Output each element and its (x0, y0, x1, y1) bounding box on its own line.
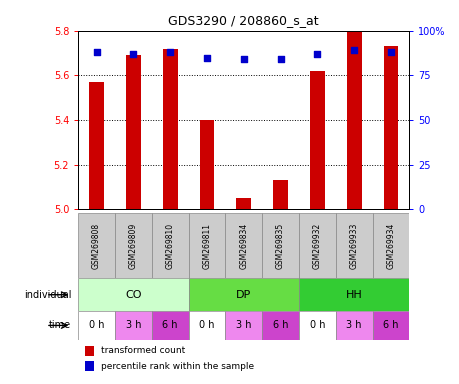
Bar (126, 55, 140, 209)
Bar (262, 311, 298, 340)
Point (240, 56, 247, 62)
Text: 6 h: 6 h (272, 320, 288, 331)
Bar (78, 278, 188, 311)
Point (129, 51, 137, 57)
Bar (298, 278, 409, 311)
Bar (335, 213, 372, 278)
Text: GSM269933: GSM269933 (349, 223, 358, 269)
Title: GDS3290 / 208860_s_at: GDS3290 / 208860_s_at (168, 14, 319, 27)
Bar (225, 311, 262, 340)
Text: 3 h: 3 h (125, 320, 141, 331)
Bar (84, 361, 94, 371)
Bar (262, 213, 298, 278)
Text: GSM269932: GSM269932 (312, 223, 321, 269)
Text: GSM269808: GSM269808 (92, 223, 101, 269)
Bar (151, 311, 188, 340)
Bar (151, 213, 188, 278)
Bar (162, 48, 177, 209)
Text: percentile rank within the sample: percentile rank within the sample (101, 362, 253, 371)
Bar (236, 198, 251, 209)
Bar (335, 311, 372, 340)
Bar (199, 120, 214, 209)
Bar (188, 278, 298, 311)
Text: 0 h: 0 h (89, 320, 104, 331)
Text: GSM269809: GSM269809 (129, 223, 138, 269)
Bar (188, 213, 225, 278)
Bar (273, 180, 287, 209)
Bar (346, 31, 361, 209)
Point (350, 47, 357, 53)
Bar (298, 311, 335, 340)
Point (203, 55, 210, 61)
Text: GSM269810: GSM269810 (165, 223, 174, 269)
Bar (78, 311, 115, 340)
Bar (372, 213, 409, 278)
Bar (225, 213, 262, 278)
Text: 0 h: 0 h (309, 320, 325, 331)
Bar (89, 82, 104, 209)
Bar (383, 46, 397, 209)
Text: time: time (49, 320, 71, 331)
Text: CO: CO (125, 290, 141, 300)
Text: 6 h: 6 h (162, 320, 178, 331)
Text: GSM269934: GSM269934 (386, 223, 395, 269)
Point (276, 56, 284, 62)
Text: individual: individual (24, 290, 71, 300)
Text: GSM269835: GSM269835 (275, 223, 285, 269)
Point (93, 49, 100, 55)
Bar (309, 71, 324, 209)
Point (386, 49, 394, 55)
Point (166, 49, 174, 55)
Bar (372, 311, 409, 340)
Text: 3 h: 3 h (235, 320, 251, 331)
Point (313, 51, 320, 57)
Text: transformed count: transformed count (101, 346, 185, 355)
Text: 0 h: 0 h (199, 320, 214, 331)
Text: GSM269834: GSM269834 (239, 223, 248, 269)
Text: DP: DP (235, 290, 251, 300)
Bar (78, 213, 115, 278)
Text: GSM269811: GSM269811 (202, 223, 211, 269)
Bar (115, 213, 151, 278)
Bar (298, 213, 335, 278)
Text: 3 h: 3 h (346, 320, 361, 331)
Bar (84, 346, 94, 356)
Bar (115, 311, 151, 340)
Text: HH: HH (345, 290, 362, 300)
Text: 6 h: 6 h (382, 320, 398, 331)
Bar (188, 311, 225, 340)
